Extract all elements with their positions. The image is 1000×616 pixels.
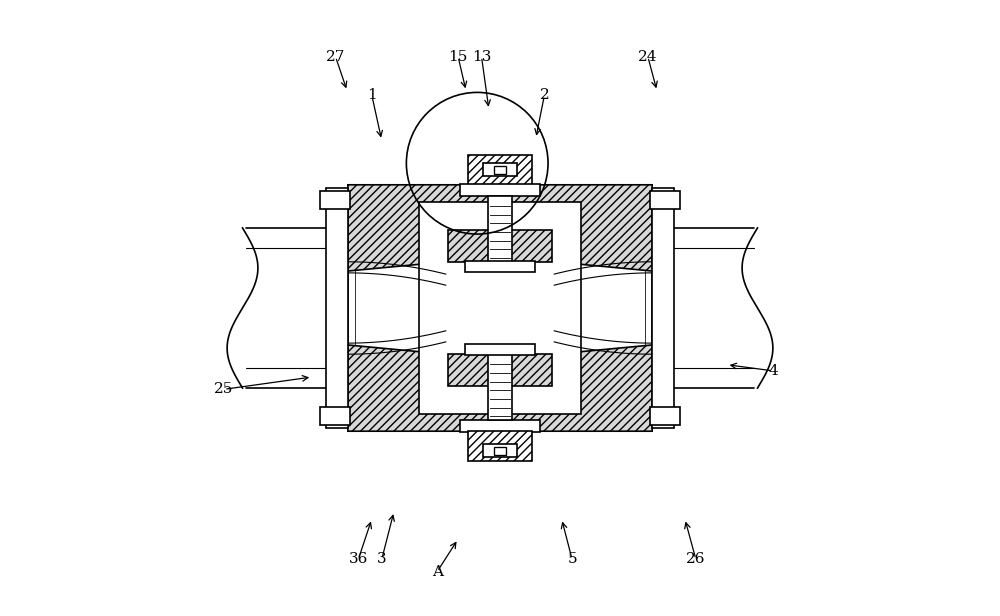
Bar <box>320 407 350 425</box>
Text: 5: 5 <box>567 553 577 566</box>
Bar <box>460 420 540 432</box>
Bar <box>483 163 517 176</box>
Bar <box>326 188 348 428</box>
Text: 4: 4 <box>768 364 778 378</box>
Bar <box>483 444 517 457</box>
Text: 24: 24 <box>638 50 658 63</box>
Bar <box>348 185 652 431</box>
Text: 3: 3 <box>377 553 387 566</box>
Bar <box>468 431 532 461</box>
Text: 36: 36 <box>349 553 368 566</box>
Bar <box>465 261 535 272</box>
Bar <box>465 344 535 355</box>
Text: 27: 27 <box>326 50 345 63</box>
Bar <box>419 202 581 414</box>
Text: 13: 13 <box>472 50 491 63</box>
Text: A: A <box>432 565 443 578</box>
Bar <box>488 196 512 262</box>
Bar <box>355 192 645 424</box>
Text: 1: 1 <box>367 89 377 102</box>
Bar <box>320 191 350 209</box>
Text: 26: 26 <box>686 553 706 566</box>
Text: 15: 15 <box>448 50 468 63</box>
Bar <box>448 354 552 386</box>
Bar <box>460 184 540 196</box>
Bar <box>468 155 532 185</box>
Bar <box>652 188 674 428</box>
Bar <box>650 191 680 209</box>
Polygon shape <box>348 185 652 271</box>
Bar <box>488 354 512 420</box>
Bar <box>650 407 680 425</box>
Bar <box>494 166 506 174</box>
Polygon shape <box>348 345 652 431</box>
Bar <box>494 447 506 455</box>
Text: 25: 25 <box>214 383 234 396</box>
Text: 2: 2 <box>539 89 549 102</box>
Bar <box>448 230 552 262</box>
